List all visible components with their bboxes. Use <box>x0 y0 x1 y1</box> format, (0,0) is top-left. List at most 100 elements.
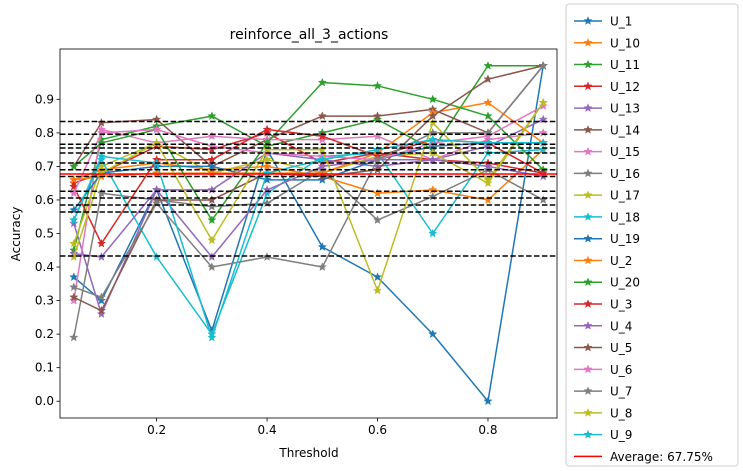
series-point-U_2 <box>483 97 493 107</box>
series-point-U_18 <box>428 228 438 238</box>
legend-label: U_2 <box>610 254 632 268</box>
series-point-U_2 <box>69 174 79 184</box>
series-line-U_1 <box>73 65 544 402</box>
series-point-U_1 <box>317 242 327 251</box>
legend-label: U_17 <box>610 189 640 203</box>
series-point-U_1 <box>483 396 493 406</box>
legend-marker <box>583 233 593 243</box>
legend-marker <box>583 386 593 396</box>
legend-label: U_16 <box>610 167 640 181</box>
series-point-U_7 <box>372 154 383 164</box>
series-point-U_20 <box>428 94 438 104</box>
series-point-U_6 <box>538 101 548 110</box>
series-point-U_1 <box>69 272 79 282</box>
series-point-U_20 <box>207 215 217 225</box>
legend-marker <box>583 81 593 91</box>
series-point-U_8 <box>372 285 383 295</box>
series-point-U_16 <box>372 215 383 225</box>
y-tick-label: 0.6 <box>35 193 54 207</box>
series-line-U_8 <box>73 102 544 292</box>
legend-label: U_15 <box>610 145 640 159</box>
legend-label: U_6 <box>610 363 632 377</box>
legend-label: U_11 <box>610 58 640 72</box>
legend-marker <box>583 168 593 178</box>
x-tick-label: 0.4 <box>258 423 277 437</box>
series-point-U_20 <box>317 77 327 87</box>
y-tick-label: 0.1 <box>35 361 54 375</box>
legend-label: U_4 <box>610 319 632 333</box>
series-point-U_3 <box>207 154 217 164</box>
series-point-U_7 <box>69 282 79 292</box>
series-point-U_16 <box>69 332 79 342</box>
series-point-U_6 <box>69 188 79 198</box>
series-point-U_18 <box>96 154 107 164</box>
y-tick-label: 0.0 <box>35 394 54 408</box>
legend-label: U_12 <box>610 80 640 94</box>
series-point-U_6 <box>151 124 162 134</box>
series-point-U_7 <box>538 60 548 70</box>
legend-marker <box>583 37 593 47</box>
legend-label: U_20 <box>610 276 640 290</box>
series-point-U_17 <box>262 154 272 164</box>
legend-marker <box>583 299 593 308</box>
chart-title: reinforce_all_3_actions <box>230 27 389 43</box>
series-point-U_20 <box>483 111 493 121</box>
legend-label: U_3 <box>610 298 632 312</box>
series-point-U_11 <box>483 60 493 70</box>
legend-marker <box>583 103 593 113</box>
legend-marker <box>583 277 593 287</box>
y-tick-label: 0.9 <box>35 92 54 106</box>
series-point-U_20 <box>69 161 79 171</box>
series-point-U_19 <box>262 174 272 184</box>
series-point-U_4 <box>483 161 493 171</box>
legend-marker <box>583 429 593 439</box>
series-point-U_8 <box>483 174 493 184</box>
legend-marker <box>583 190 593 200</box>
series-point-U_9 <box>428 134 438 144</box>
x-tick-label: 0.6 <box>368 423 387 437</box>
series-point-U_9 <box>96 151 107 161</box>
legend-label: U_8 <box>610 406 632 420</box>
series-point-U_9 <box>69 215 79 225</box>
series-line-U_10 <box>73 149 544 201</box>
series-point-U_14 <box>372 111 383 121</box>
y-axis-label: Accuracy <box>9 207 23 262</box>
y-tick-label: 0.2 <box>35 327 54 341</box>
series-point-U_2 <box>207 168 217 178</box>
series-point-U_20 <box>372 81 383 90</box>
series-point-U_15 <box>207 131 217 141</box>
legend-marker <box>583 212 593 221</box>
legend-label: U_9 <box>610 428 632 442</box>
legend-marker <box>583 320 593 330</box>
y-tick-label: 0.8 <box>35 126 54 140</box>
legend-label: U_7 <box>610 385 632 399</box>
series-line-U_7 <box>73 65 544 298</box>
series-point-U_10 <box>372 188 383 198</box>
series-point-U_5 <box>96 305 107 315</box>
legend-marker <box>583 364 593 374</box>
series-point-U_16 <box>538 195 548 204</box>
series-point-U_9 <box>207 332 217 342</box>
legend-marker <box>583 59 593 69</box>
series-point-U_8 <box>538 97 548 107</box>
series-point-U_8 <box>207 235 217 245</box>
x-tick-label: 0.8 <box>478 423 497 437</box>
series-point-U_15 <box>372 131 383 141</box>
series-point-U_5 <box>69 292 79 302</box>
series-point-U_9 <box>317 154 327 164</box>
series-point-U_7 <box>96 292 107 302</box>
series-point-U_19 <box>207 161 217 171</box>
series-group <box>60 60 557 406</box>
series-point-U_19 <box>317 174 327 184</box>
series-point-U_3 <box>96 238 107 248</box>
plot-area: 0.2 0.4 0.6 0.8 0.0 0.1 0.2 0.3 0.4 0.5 0.6 0.7 0.8 0… <box>35 48 558 437</box>
legend-label: U_14 <box>610 123 640 137</box>
series-point-U_5 <box>483 74 493 84</box>
series-point-U_17 <box>69 238 79 248</box>
series-line-U_9 <box>73 138 544 339</box>
series-line-U_16 <box>73 169 544 338</box>
series-point-U_8 <box>96 168 107 178</box>
series-line-U_14 <box>73 65 544 168</box>
series-point-U_13 <box>69 218 79 228</box>
series-point-U_7 <box>207 262 217 272</box>
